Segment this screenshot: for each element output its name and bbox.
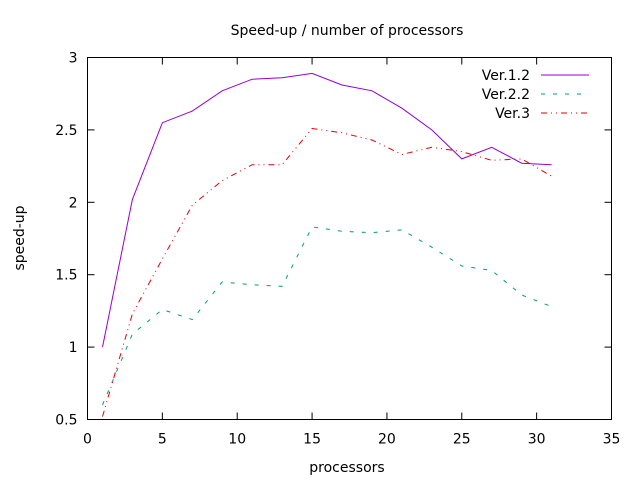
series-line-ver-3 — [102, 127, 552, 417]
legend-label: Ver.1.2 — [482, 68, 530, 84]
x-tick-label: 15 — [303, 432, 321, 448]
y-tick-label: 3 — [69, 51, 78, 67]
legend-label: Ver.3 — [495, 106, 530, 122]
y-axis-label: speed-up — [12, 205, 28, 270]
y-tick-label: 2 — [69, 195, 78, 211]
legend: Ver.1.2 Ver.2.2 Ver.3 — [482, 68, 589, 122]
y-tick-label: 2.5 — [55, 123, 77, 139]
legend-label: Ver.2.2 — [482, 87, 530, 103]
x-tick-label: 5 — [158, 432, 167, 448]
x-tick-label: 35 — [603, 432, 621, 448]
x-tick-label: 30 — [528, 432, 546, 448]
series-lines — [102, 72, 552, 417]
x-tick-label: 25 — [453, 432, 471, 448]
x-tick-label: 0 — [83, 432, 92, 448]
y-tick-label: 0.5 — [55, 413, 77, 429]
y-tick-label: 1 — [69, 340, 78, 356]
axis-ticks: 0 5 10 15 20 25 30 35 0.5 1 1.5 2 2.5 3 — [55, 51, 620, 448]
x-tick-label: 20 — [378, 432, 396, 448]
y-tick-label: 1.5 — [55, 268, 77, 284]
x-axis-label: processors — [309, 460, 384, 476]
x-tick-label: 10 — [228, 432, 246, 448]
chart-title: Speed-up / number of processors — [231, 23, 464, 39]
plot-frame — [87, 57, 612, 420]
series-line-ver-2-2 — [102, 226, 552, 406]
series-line-ver-1-2 — [102, 72, 552, 348]
